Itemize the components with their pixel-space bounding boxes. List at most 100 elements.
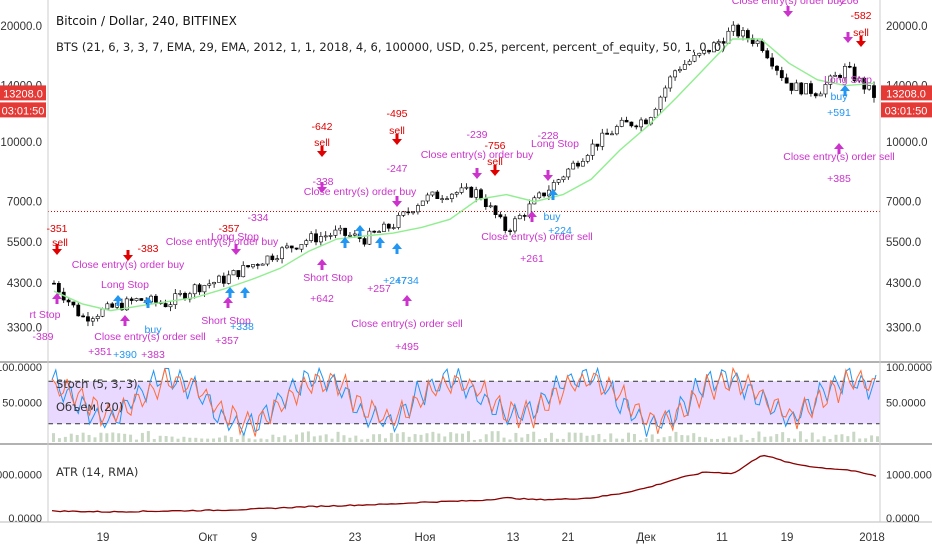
candle	[362, 236, 367, 247]
x-tick-label: Ноя	[415, 532, 436, 544]
volume-bar	[206, 438, 210, 442]
volume-bar	[229, 436, 233, 442]
candle	[765, 48, 770, 60]
volume-bar	[259, 438, 263, 442]
candle	[522, 213, 527, 221]
volume-bar	[775, 434, 779, 442]
candle	[420, 200, 425, 206]
candle	[634, 124, 639, 130]
trade-annotation: +338	[230, 321, 254, 333]
volume-bar	[751, 437, 755, 442]
candle	[445, 195, 449, 201]
volume-bar	[674, 431, 678, 442]
volume-bar	[217, 437, 221, 442]
volume-bar	[484, 434, 488, 442]
candle	[678, 66, 682, 73]
volume-bar	[330, 438, 334, 442]
volume-bar	[105, 433, 109, 442]
price-tick-right: 3300.0	[886, 323, 921, 335]
volume-bar	[591, 435, 595, 442]
candle	[236, 270, 241, 280]
buy-arrow	[223, 297, 233, 308]
candle	[784, 73, 789, 84]
ema-line	[53, 38, 875, 312]
candle	[809, 80, 813, 97]
trade-annotation: +383	[141, 349, 165, 361]
trade-annotation: Close entry(s) order sell	[351, 318, 462, 330]
volume-bar	[69, 433, 73, 442]
volume-bar	[289, 439, 293, 442]
volume-bar	[632, 433, 636, 442]
atr-tick-right: 0.0000	[886, 513, 920, 525]
candle	[561, 175, 566, 183]
strategy-params: BTS (21, 6, 3, 3, 7, EMA, 29, EMA, 2012,…	[56, 40, 726, 54]
volume-bar	[200, 438, 204, 442]
atr-tick-right: 1000.0000	[886, 469, 932, 481]
candle	[430, 191, 435, 198]
trade-annotation: -383	[137, 243, 158, 255]
candle	[187, 291, 192, 303]
volume-bar	[265, 439, 269, 442]
volume-bar	[283, 435, 287, 442]
trade-annotation: -756	[484, 140, 505, 152]
price-tick-right: 5500.0	[886, 237, 921, 249]
candle	[255, 262, 260, 270]
candle	[668, 75, 673, 92]
candle	[488, 202, 493, 209]
atr-tick-left: 0.0000	[8, 513, 42, 525]
volume-bar	[235, 439, 239, 442]
price-tick-left: 5500.0	[7, 237, 42, 249]
price-pane[interactable]	[48, 21, 880, 327]
candle	[823, 80, 828, 98]
trade-annotation: +734	[395, 275, 419, 287]
buy-arrow	[375, 237, 385, 248]
candle	[600, 128, 605, 151]
volume-bar	[520, 437, 524, 442]
stoch-d-line	[51, 366, 877, 437]
volume-bar	[644, 438, 648, 442]
price-tick-right: 20000.0	[886, 21, 928, 33]
trade-annotation: -334	[247, 212, 268, 224]
volume-bar	[152, 438, 156, 442]
atr-title: ATR (14, RMA)	[56, 465, 139, 479]
sell-arrow	[543, 170, 553, 181]
volume-bar	[188, 437, 192, 442]
volume-bar	[360, 439, 364, 442]
candle	[610, 130, 614, 136]
volume-bar	[111, 432, 115, 442]
candle	[571, 160, 576, 170]
candle	[226, 270, 231, 285]
candle	[76, 301, 81, 317]
volume-bar	[443, 436, 447, 442]
candle	[192, 283, 197, 299]
volume-bar	[342, 435, 346, 442]
trade-annotation: Long Stop	[824, 74, 872, 86]
volume-bar	[834, 434, 838, 442]
buy-arrow	[527, 211, 537, 222]
trade-annotation: sell	[487, 156, 503, 168]
candle	[639, 117, 644, 132]
sell-arrow	[843, 32, 853, 43]
volume-bar	[781, 432, 785, 442]
stochastic-pane[interactable]	[48, 366, 880, 442]
candle	[658, 95, 663, 114]
sell-arrow	[52, 244, 62, 255]
candle	[212, 281, 217, 288]
trade-annotation: +351	[88, 346, 112, 358]
buy-arrow	[120, 315, 130, 326]
volume-bar	[656, 438, 660, 442]
candle	[585, 153, 590, 164]
candle	[105, 301, 110, 311]
volume-bar	[745, 439, 749, 442]
sell-arrow	[490, 165, 500, 176]
last-price-text: 13208.0	[886, 88, 926, 100]
price-tick-left: 10000.0	[0, 137, 42, 149]
volume-bar	[449, 432, 453, 442]
volume-bar	[680, 435, 684, 442]
candle	[619, 117, 624, 128]
volume-bar	[686, 435, 690, 442]
sell-arrow	[783, 6, 793, 17]
candle	[265, 255, 270, 267]
atr-pane[interactable]	[51, 454, 877, 513]
